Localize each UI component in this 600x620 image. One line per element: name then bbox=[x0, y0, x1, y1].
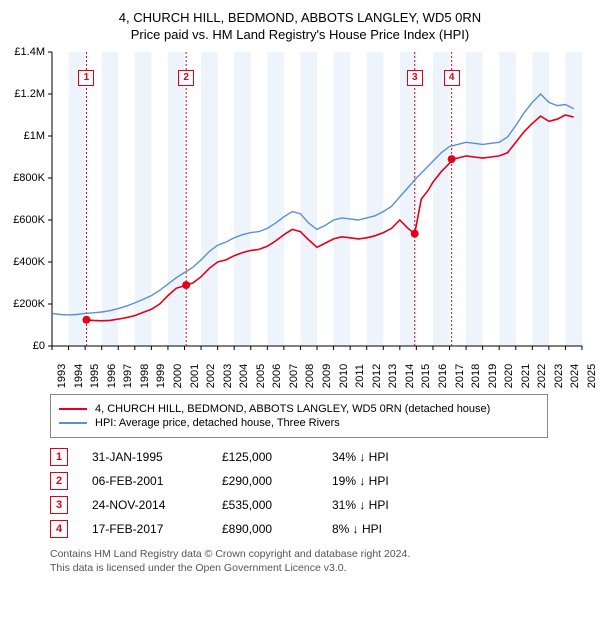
chart-titles: 4, CHURCH HILL, BEDMOND, ABBOTS LANGLEY,… bbox=[10, 10, 590, 42]
x-tick-label: 1993 bbox=[56, 364, 68, 388]
x-tick-label: 1996 bbox=[106, 364, 118, 388]
x-tick-label: 2015 bbox=[420, 364, 432, 388]
y-tick-label: £0 bbox=[33, 340, 45, 352]
x-tick-label: 2012 bbox=[371, 364, 383, 388]
tx-pct: 34% ↓ HPI bbox=[332, 450, 432, 464]
tx-date: 17-FEB-2017 bbox=[92, 522, 222, 536]
x-tick-label: 1997 bbox=[122, 364, 134, 388]
legend-item-property: 4, CHURCH HILL, BEDMOND, ABBOTS LANGLEY,… bbox=[59, 403, 539, 415]
tx-price: £125,000 bbox=[222, 450, 332, 464]
y-tick-label: £800K bbox=[13, 172, 45, 184]
x-tick-label: 2001 bbox=[189, 364, 201, 388]
legend-swatch-hpi bbox=[59, 422, 87, 424]
footer-line2: This data is licensed under the Open Gov… bbox=[50, 562, 590, 576]
tx-pct: 31% ↓ HPI bbox=[332, 498, 432, 512]
y-tick-label: £600K bbox=[13, 214, 45, 226]
transactions-table: 1 31-JAN-1995 £125,000 34% ↓ HPI 2 06-FE… bbox=[50, 448, 590, 538]
title-address: 4, CHURCH HILL, BEDMOND, ABBOTS LANGLEY,… bbox=[10, 10, 590, 25]
tx-date: 31-JAN-1995 bbox=[92, 450, 222, 464]
legend: 4, CHURCH HILL, BEDMOND, ABBOTS LANGLEY,… bbox=[50, 394, 548, 438]
y-tick-label: £200K bbox=[13, 298, 45, 310]
x-tick-label: 2008 bbox=[304, 364, 316, 388]
x-tick-label: 2016 bbox=[437, 364, 449, 388]
x-tick-label: 2004 bbox=[238, 364, 250, 388]
x-tick-label: 2023 bbox=[553, 364, 565, 388]
x-tick-label: 2019 bbox=[487, 364, 499, 388]
y-tick-label: £400K bbox=[13, 256, 45, 268]
y-tick-label: £1.4M bbox=[14, 46, 45, 58]
tx-date: 06-FEB-2001 bbox=[92, 474, 222, 488]
sale-marker-2: 2 bbox=[178, 70, 194, 86]
footer-line1: Contains HM Land Registry data © Crown c… bbox=[50, 548, 590, 562]
x-tick-label: 2022 bbox=[536, 364, 548, 388]
tx-marker-3: 3 bbox=[50, 496, 68, 514]
title-subtitle: Price paid vs. HM Land Registry's House … bbox=[10, 27, 590, 42]
x-tick-label: 1999 bbox=[155, 364, 167, 388]
x-tick-label: 2007 bbox=[288, 364, 300, 388]
legend-label-property: 4, CHURCH HILL, BEDMOND, ABBOTS LANGLEY,… bbox=[95, 403, 490, 415]
tx-price: £290,000 bbox=[222, 474, 332, 488]
table-row: 2 06-FEB-2001 £290,000 19% ↓ HPI bbox=[50, 472, 590, 490]
footer-attribution: Contains HM Land Registry data © Crown c… bbox=[50, 548, 590, 575]
x-tick-label: 2013 bbox=[387, 364, 399, 388]
x-tick-label: 1995 bbox=[89, 364, 101, 388]
x-tick-label: 2003 bbox=[222, 364, 234, 388]
y-tick-label: £1.2M bbox=[14, 88, 45, 100]
tx-pct: 19% ↓ HPI bbox=[332, 474, 432, 488]
x-tick-label: 2020 bbox=[503, 364, 515, 388]
x-tick-label: 2009 bbox=[321, 364, 333, 388]
x-tick-label: 1998 bbox=[139, 364, 151, 388]
x-tick-label: 2024 bbox=[569, 364, 581, 388]
x-tick-label: 1994 bbox=[73, 364, 85, 388]
x-tick-label: 2014 bbox=[404, 364, 416, 388]
tx-marker-4: 4 bbox=[50, 520, 68, 538]
legend-item-hpi: HPI: Average price, detached house, Thre… bbox=[59, 417, 539, 429]
tx-marker-1: 1 bbox=[50, 448, 68, 466]
chart-area: £0 £200K £400K £600K £800K £1M £1.2M £1.4M 1993 1… bbox=[10, 46, 590, 386]
x-tick-label: 2018 bbox=[470, 364, 482, 388]
x-tick-label: 2021 bbox=[520, 364, 532, 388]
tx-price: £890,000 bbox=[222, 522, 332, 536]
sale-marker-3: 3 bbox=[407, 70, 423, 86]
x-tick-label: 2025 bbox=[586, 364, 598, 388]
table-row: 3 24-NOV-2014 £535,000 31% ↓ HPI bbox=[50, 496, 590, 514]
legend-label-hpi: HPI: Average price, detached house, Thre… bbox=[95, 417, 340, 429]
legend-swatch-property bbox=[59, 408, 87, 410]
table-row: 1 31-JAN-1995 £125,000 34% ↓ HPI bbox=[50, 448, 590, 466]
tx-pct: 8% ↓ HPI bbox=[332, 522, 432, 536]
chart-svg bbox=[10, 46, 590, 386]
x-tick-label: 2002 bbox=[205, 364, 217, 388]
sale-marker-4: 4 bbox=[444, 70, 460, 86]
sale-marker-1: 1 bbox=[78, 70, 94, 86]
x-tick-label: 2010 bbox=[338, 364, 350, 388]
x-tick-label: 2006 bbox=[271, 364, 283, 388]
y-tick-label: £1M bbox=[24, 130, 45, 142]
x-tick-label: 2005 bbox=[255, 364, 267, 388]
tx-marker-2: 2 bbox=[50, 472, 68, 490]
table-row: 4 17-FEB-2017 £890,000 8% ↓ HPI bbox=[50, 520, 590, 538]
tx-price: £535,000 bbox=[222, 498, 332, 512]
x-tick-label: 2011 bbox=[354, 364, 366, 388]
x-tick-label: 2000 bbox=[172, 364, 184, 388]
x-tick-label: 2017 bbox=[454, 364, 466, 388]
tx-date: 24-NOV-2014 bbox=[92, 498, 222, 512]
